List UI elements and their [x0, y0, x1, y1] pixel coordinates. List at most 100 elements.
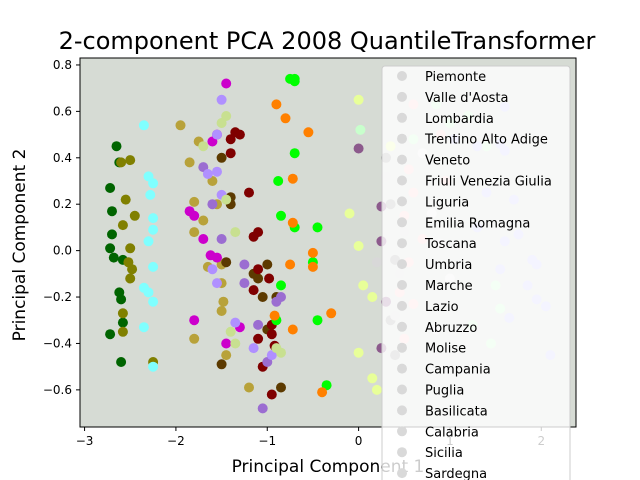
point-11-10 — [138, 322, 149, 333]
point-0-2 — [111, 141, 122, 152]
legend-marker — [397, 384, 407, 395]
point-5-8 — [276, 280, 286, 291]
point-7-5 — [198, 234, 209, 244]
point-0-11 — [105, 329, 116, 340]
point-10-8 — [221, 111, 232, 121]
point-0-10 — [117, 317, 128, 328]
legend-marker — [397, 71, 407, 81]
legend-entry: Emilia Romagna — [425, 216, 530, 231]
point-8-1 — [207, 199, 218, 210]
legend-entry: Valle d'Aosta — [425, 91, 508, 106]
point-11-2 — [148, 178, 159, 189]
point-6-6 — [285, 259, 296, 270]
point-11-4 — [148, 224, 159, 235]
legend-marker — [397, 175, 407, 186]
point-6-11 — [269, 310, 280, 321]
point-7-9 — [189, 315, 200, 326]
point-10-3 — [225, 326, 236, 337]
point-6-3 — [287, 173, 298, 184]
legend-entry: Liguria — [425, 195, 469, 210]
point-4-15 — [266, 389, 277, 400]
point-1-2 — [120, 194, 131, 205]
y-tick-label: −0.2 — [43, 290, 72, 304]
legend-marker — [397, 426, 407, 437]
point-2-4 — [198, 215, 209, 226]
legend: Piemonte Valle d'Aosta Lombardia Trentino A… — [381, 65, 571, 480]
point-9-5 — [207, 264, 218, 275]
point-10-4 — [230, 338, 241, 349]
legend-marker — [397, 280, 407, 290]
point-4-9 — [264, 273, 275, 284]
point-4-11 — [266, 329, 277, 340]
point-9-7 — [230, 317, 241, 328]
point-11-8 — [143, 287, 154, 298]
point-1-5 — [125, 243, 136, 254]
legend-marker — [397, 363, 407, 374]
point-4-8 — [248, 285, 259, 296]
legend-entry: Puglia — [425, 384, 464, 399]
point-11-6 — [148, 261, 159, 272]
point-6-5 — [307, 247, 318, 258]
point-10-6 — [276, 347, 286, 358]
point-10-1 — [221, 194, 232, 205]
point-5-7 — [312, 222, 323, 233]
point-5-3 — [289, 148, 300, 159]
legend-marker — [397, 405, 407, 416]
point-7-4 — [189, 210, 200, 221]
point-3-6 — [257, 292, 268, 302]
legend-marker — [397, 447, 407, 458]
point-6-8 — [287, 324, 298, 335]
y-tick-label: 0.0 — [53, 244, 72, 258]
point-11-11 — [148, 361, 159, 372]
point-5-4 — [273, 176, 284, 186]
point-5-2 — [289, 76, 300, 87]
legend-entry: Veneto — [425, 154, 470, 169]
point-0-9 — [114, 287, 125, 298]
legend-entry: Calabria — [425, 425, 479, 440]
point-11-12 — [145, 189, 156, 200]
point-9-2 — [202, 169, 213, 179]
point-3-0 — [216, 152, 227, 163]
point-0-6 — [108, 252, 119, 263]
legend-marker — [397, 112, 407, 123]
point-4-4 — [244, 187, 254, 198]
point-15-7 — [371, 384, 382, 395]
x-tick-label: −3 — [76, 434, 94, 448]
legend-marker — [397, 154, 407, 165]
point-2-9 — [218, 296, 229, 307]
point-7-10 — [221, 338, 232, 349]
legend-entry: Basilicata — [425, 404, 488, 419]
point-5-12 — [312, 315, 323, 326]
legend-marker — [397, 342, 407, 353]
point-3-3 — [221, 257, 232, 268]
point-4-3 — [225, 148, 236, 159]
point-15-2 — [353, 241, 364, 251]
point-11-9 — [148, 296, 159, 307]
point-10-2 — [230, 227, 241, 238]
chart-title: 2-component PCA 2008 QuantileTransformer — [59, 27, 596, 55]
legend-entry: Lazio — [425, 300, 459, 315]
point-2-11 — [221, 350, 232, 361]
point-2-10 — [216, 306, 227, 316]
legend-entry: Abruzzo — [425, 321, 477, 336]
point-6-10 — [317, 387, 328, 398]
point-8-9 — [276, 292, 286, 302]
legend-entry: Piemonte — [425, 70, 486, 85]
point-6-9 — [326, 308, 337, 319]
point-3-8 — [276, 382, 286, 393]
legend-marker — [397, 217, 407, 228]
legend-marker — [397, 300, 407, 311]
point-15-6 — [367, 373, 378, 384]
point-9-0 — [216, 94, 227, 105]
point-8-7 — [257, 403, 268, 414]
x-axis-label: Principal Component 1 — [232, 457, 425, 477]
point-1-4 — [117, 220, 128, 231]
point-1-0 — [116, 157, 127, 168]
plot-frame — [79, 57, 577, 428]
point-9-1 — [212, 129, 222, 140]
point-6-4 — [287, 217, 298, 228]
point-3-10 — [262, 259, 273, 270]
point-1-7 — [127, 264, 138, 275]
point-1-3 — [129, 210, 140, 221]
